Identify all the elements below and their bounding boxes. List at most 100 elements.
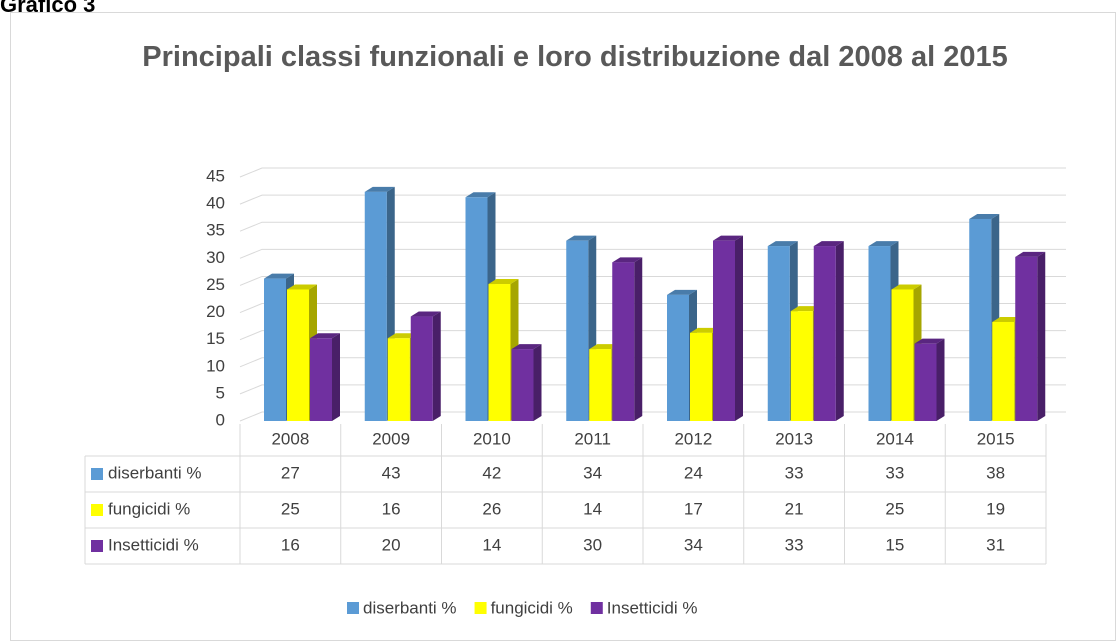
bar-side [634,257,643,421]
table-legend-key [91,468,103,480]
table-cell: 33 [785,463,804,482]
table-cell: 26 [482,499,501,518]
table-cell: 31 [986,535,1005,554]
table-series-name: Insetticidi % [108,535,199,554]
bar-top [914,338,945,344]
table-cell: 24 [684,463,703,482]
bar-top [690,327,720,333]
grid-line [239,194,1066,205]
table-cell: 34 [583,463,602,482]
x-tick-label: 2013 [775,429,813,448]
table-cell: 34 [684,535,703,554]
grid-line [239,167,1066,178]
bar-front [589,349,612,421]
y-tick-label: 30 [206,248,225,267]
bar-front [790,311,813,421]
table-series-name: fungicidi % [108,499,190,518]
table-cell: 20 [382,535,401,554]
bar-front [767,246,790,421]
bar-front [287,289,309,421]
table-legend-key [91,504,103,516]
bar-front [690,332,712,421]
legend-key [347,602,359,614]
table-cell: 14 [583,499,602,518]
bar-side [936,338,945,421]
bar-front [364,191,387,421]
bar-top [264,273,294,279]
bar-top [790,306,821,312]
table-cell: 19 [986,499,1005,518]
table-cell: 43 [382,463,401,482]
y-tick-label: 35 [206,221,225,240]
bar-top [1015,251,1046,257]
bar [566,235,597,421]
bar-side [835,241,844,421]
x-tick-label: 2014 [876,429,914,448]
table-cell: 21 [785,499,804,518]
bar-front [310,338,332,421]
bar-front [1015,256,1038,421]
y-tick-label: 0 [216,410,225,429]
bar-top [868,241,899,247]
y-tick-label: 15 [206,329,225,348]
bar [1015,251,1046,421]
bar [713,235,743,421]
bar-top [667,289,697,295]
bar-top [713,235,743,241]
table-cell: 38 [986,463,1005,482]
bar-front [488,284,511,421]
table-cell: 16 [382,499,401,518]
bar-top [511,344,542,350]
table-legend-key [91,540,103,552]
table-cell: 25 [281,499,300,518]
bar [914,338,945,421]
legend-key [590,602,603,614]
bar-front [410,316,433,421]
x-tick-label: 2015 [977,429,1015,448]
bar-front [813,246,836,421]
x-tick-label: 2010 [473,429,511,448]
y-tick-label: 25 [206,275,225,294]
x-tick-label: 2012 [674,429,712,448]
y-tick-label: 45 [206,166,225,185]
bar-top [589,344,620,350]
bar-front [969,218,992,421]
bar [612,257,643,421]
bar-front [992,321,1015,421]
table-cell: 15 [885,535,904,554]
bar-top [767,241,798,247]
chart-title: Principali classi funzionali e loro dist… [142,41,1008,73]
bar-front [914,343,937,421]
table-cell: 25 [885,499,904,518]
y-tick-label: 40 [206,194,225,213]
bar-side [432,311,441,421]
bar-top [566,235,597,241]
grid-line [239,330,1066,341]
bar-top [387,333,418,339]
chart-border [10,12,1116,641]
bar-top [310,333,340,339]
y-tick-label: 10 [206,356,225,375]
table-cell: 42 [482,463,501,482]
bar-front [511,349,534,421]
bar-top [969,213,1000,219]
bar-side [332,333,340,421]
bar-top [813,241,844,247]
legend-key [474,602,487,614]
bar [813,241,844,421]
bar-top [287,284,317,290]
bar-front [667,294,689,421]
legend-label: fungicidi % [491,598,573,617]
bar-front [387,338,410,421]
bar-side [533,344,542,421]
bar-top [410,311,441,317]
bar-front [891,289,914,421]
bar-front [713,240,735,421]
x-tick-label: 2009 [372,429,410,448]
grid-line [239,248,1066,259]
grid-line [239,275,1066,286]
table-series-name: diserbanti % [108,463,202,482]
bar-top [465,192,496,198]
bar-front [612,262,635,421]
